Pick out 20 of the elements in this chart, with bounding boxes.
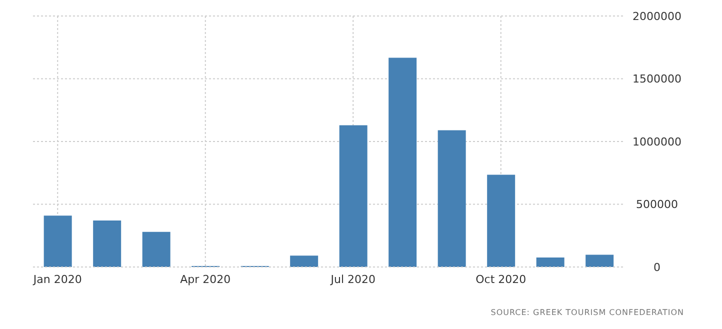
y-tick-label: 2000000 xyxy=(632,10,682,23)
bar xyxy=(44,216,72,267)
y-tick-label: 1500000 xyxy=(632,72,682,86)
y-tick-label: 0 xyxy=(654,260,660,274)
bar xyxy=(388,58,417,267)
bar xyxy=(487,174,516,267)
bar xyxy=(142,232,170,267)
x-tick-label: Jan 2020 xyxy=(32,272,82,286)
x-tick-label: Apr 2020 xyxy=(180,272,231,286)
x-tick-label: Jul 2020 xyxy=(330,272,376,286)
bar xyxy=(438,130,466,267)
bar xyxy=(586,254,614,267)
y-tick-label: 1000000 xyxy=(632,135,682,148)
bar xyxy=(536,257,564,267)
bar xyxy=(339,125,368,267)
bar xyxy=(93,220,122,267)
x-tick-label: Oct 2020 xyxy=(476,272,526,286)
bar xyxy=(290,256,318,267)
y-tick-label: 500000 xyxy=(636,198,678,212)
source-note: SOURCE: GREEK TOURISM CONFEDERATION xyxy=(490,308,684,317)
